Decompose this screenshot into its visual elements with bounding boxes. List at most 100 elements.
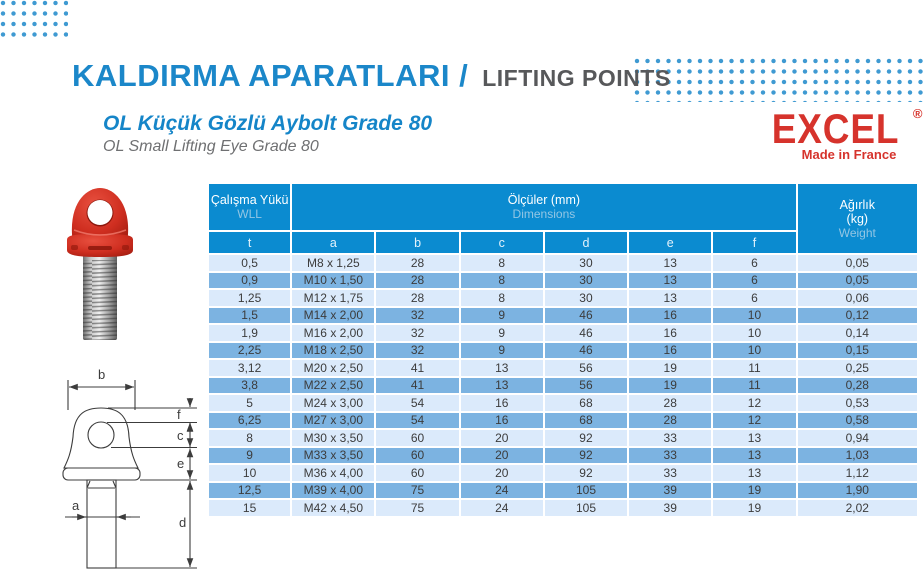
table-cell: 16 — [460, 395, 543, 411]
table-cell: 54 — [376, 412, 459, 428]
table-cell: 16 — [460, 412, 543, 428]
eyebolt-photo — [67, 188, 133, 340]
table-cell: 11 — [713, 377, 796, 393]
table-cell: 19 — [629, 377, 712, 393]
table-row: 5 M24 x 3,00 54 16 68 28 12 0,53 — [209, 395, 917, 411]
table-cell: 16 — [629, 325, 712, 341]
table-row: 0,5 M8 x 1,25 28 8 30 13 6 0,05 — [209, 255, 917, 271]
table-cell: 1,25 — [209, 290, 291, 306]
table-cell: 9 — [460, 307, 543, 323]
table-cell: 8 — [460, 272, 543, 288]
registered-trademark-icon: ® — [912, 106, 923, 121]
table-cell: 56 — [544, 360, 628, 376]
table-cell: 28 — [629, 412, 712, 428]
table-cell: M27 x 3,00 — [292, 412, 375, 428]
table-cell: 12 — [713, 395, 796, 411]
table-cell: 6 — [713, 255, 796, 271]
table-cell: 32 — [376, 342, 459, 358]
table-cell: 10 — [209, 465, 291, 481]
table-cell: 32 — [376, 325, 459, 341]
table-cell: 19 — [629, 360, 712, 376]
dot-pattern-left — [0, 0, 68, 42]
table-cell: 28 — [629, 395, 712, 411]
table-cell: 0,9 — [209, 272, 291, 288]
table-cell: M10 x 1,50 — [292, 272, 375, 288]
table-row: 6,25 M27 x 3,00 54 16 68 28 12 0,58 — [209, 412, 917, 428]
table-cell: 105 — [544, 482, 628, 498]
table-cell: 41 — [376, 360, 459, 376]
table-row: 12,5 M39 x 4,00 75 24 105 39 19 1,90 — [209, 482, 917, 498]
table-cell: 24 — [460, 500, 543, 516]
table-cell: 16 — [629, 342, 712, 358]
dim-label-f: f — [177, 407, 181, 422]
table-cell: 46 — [544, 307, 628, 323]
table-cell: 1,5 — [209, 307, 291, 323]
table-cell: 56 — [544, 377, 628, 393]
table-row: 1,9 M16 x 2,00 32 9 46 16 10 0,14 — [209, 325, 917, 341]
table-cell: 60 — [376, 430, 459, 446]
table-cell: 32 — [376, 307, 459, 323]
table-cell: 2,02 — [797, 500, 917, 516]
table-cell: 1,9 — [209, 325, 291, 341]
table-cell: 3,12 — [209, 360, 291, 376]
table-cell: M16 x 2,00 — [292, 325, 375, 341]
table-cell: 75 — [376, 500, 459, 516]
table-cell: 13 — [629, 290, 712, 306]
header-weight: Ağırlık (kg) Weight — [797, 184, 917, 253]
dim-label-c: c — [177, 428, 184, 443]
product-title-turkish: OL Küçük Gözlü Aybolt Grade 80 — [103, 112, 433, 135]
header-col-b: b — [376, 232, 459, 253]
table-cell: 19 — [713, 482, 796, 498]
table-row: 0,9 M10 x 1,50 28 8 30 13 6 0,05 — [209, 272, 917, 288]
header-weight-unit: (kg) — [846, 211, 869, 226]
table-cell: 28 — [376, 290, 459, 306]
table-cell: 46 — [544, 342, 628, 358]
table-cell: 0,5 — [209, 255, 291, 271]
table-cell: M20 x 2,50 — [292, 360, 375, 376]
table-cell: 33 — [629, 430, 712, 446]
table-cell: 10 — [713, 342, 796, 358]
header-col-f: f — [713, 232, 796, 253]
header-wll: Çalışma Yükü WLL — [209, 184, 291, 230]
table-cell: 0,12 — [797, 307, 917, 323]
table-cell: 30 — [544, 272, 628, 288]
section-header: KALDIRMA APARATLARI / LIFTING POINTS — [72, 58, 671, 94]
table-cell: 13 — [629, 255, 712, 271]
table-cell: M33 x 3,50 — [292, 447, 375, 463]
header-weight-tr: Ağırlık — [839, 197, 876, 212]
dim-label-d: d — [179, 515, 186, 530]
table-cell: 9 — [460, 342, 543, 358]
table-row: 15 M42 x 4,50 75 24 105 39 19 2,02 — [209, 500, 917, 516]
table-cell: 8 — [460, 290, 543, 306]
table-cell: 28 — [376, 255, 459, 271]
table-cell: 5 — [209, 395, 291, 411]
table-cell: 92 — [544, 447, 628, 463]
table-row: 2,25 M18 x 2,50 32 9 46 16 10 0,15 — [209, 342, 917, 358]
table-cell: 6,25 — [209, 412, 291, 428]
header-wll-en: WLL — [237, 207, 262, 221]
header-col-e: e — [629, 232, 712, 253]
table-cell: 68 — [544, 395, 628, 411]
header-dimensions-tr: Ölçüler (mm) — [507, 193, 581, 207]
table-cell: M18 x 2,50 — [292, 342, 375, 358]
table-cell: 13 — [713, 430, 796, 446]
table-cell: 54 — [376, 395, 459, 411]
table-row: 10 M36 x 4,00 60 20 92 33 13 1,12 — [209, 465, 917, 481]
spec-table-body: 0,5 M8 x 1,25 28 8 30 13 6 0,05 0,9 M10 x 1,50 28 8… — [209, 255, 917, 516]
table-cell: 1,12 — [797, 465, 917, 481]
table-cell: M14 x 2,00 — [292, 307, 375, 323]
table-cell: 12,5 — [209, 482, 291, 498]
table-cell: 0,58 — [797, 412, 917, 428]
section-title-turkish: KALDIRMA APARATLARI / — [72, 58, 469, 93]
table-row: 3,8 M22 x 2,50 41 13 56 19 11 0,28 — [209, 377, 917, 393]
table-cell: 2,25 — [209, 342, 291, 358]
table-cell: 20 — [460, 430, 543, 446]
header-dimensions-en: Dimensions — [512, 207, 576, 221]
table-cell: 10 — [713, 307, 796, 323]
table-cell: 39 — [629, 482, 712, 498]
header-dimensions: Ölçüler (mm) Dimensions — [292, 184, 796, 230]
table-cell: M24 x 3,00 — [292, 395, 375, 411]
table-cell: 8 — [460, 255, 543, 271]
table-cell: M8 x 1,25 — [292, 255, 375, 271]
table-cell: 3,8 — [209, 377, 291, 393]
